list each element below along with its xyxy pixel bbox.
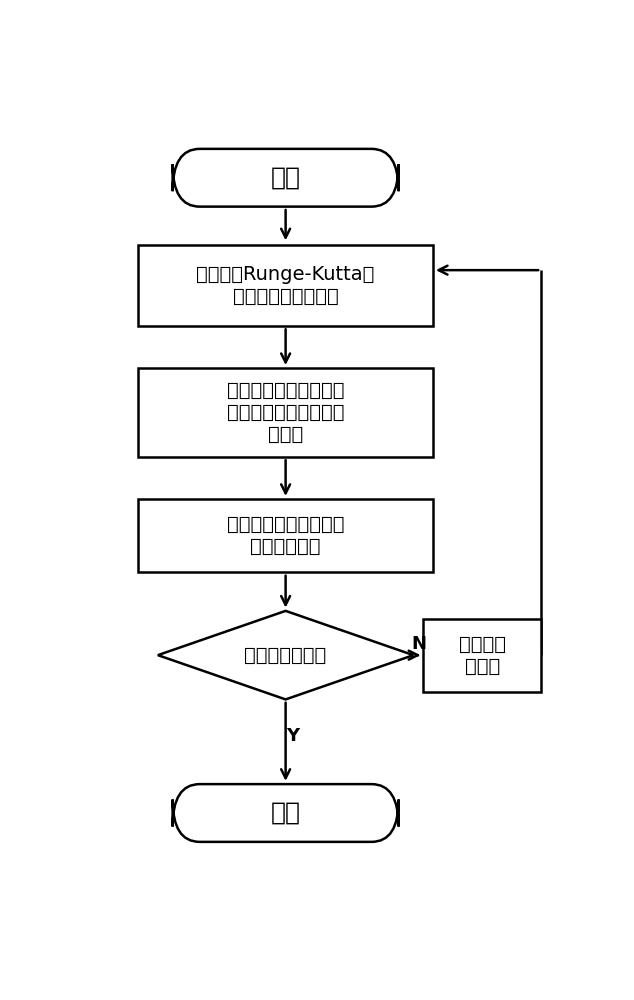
Text: Y: Y bbox=[287, 727, 299, 745]
Bar bbox=[138, 245, 433, 326]
Polygon shape bbox=[158, 611, 413, 699]
Text: 完成曲线插补？: 完成曲线插补？ bbox=[245, 646, 327, 665]
Text: 根据参数增量确定下一
插补点参数值: 根据参数增量确定下一 插补点参数值 bbox=[227, 515, 344, 556]
Bar bbox=[138, 499, 433, 572]
FancyBboxPatch shape bbox=[172, 149, 399, 207]
Text: 继续下一
插补点: 继续下一 插补点 bbox=[458, 635, 506, 676]
Bar bbox=[424, 619, 541, 692]
FancyBboxPatch shape bbox=[172, 784, 399, 842]
Text: 开始: 开始 bbox=[271, 166, 301, 190]
Text: N: N bbox=[411, 635, 427, 653]
Text: 基于二阶Runge-Kutta法
计算参数增量预估值: 基于二阶Runge-Kutta法 计算参数增量预估值 bbox=[197, 265, 375, 306]
Text: 利用曲率圆近似计算补
偿弧长并计算参数增量
补偿值: 利用曲率圆近似计算补 偿弧长并计算参数增量 补偿值 bbox=[227, 381, 344, 444]
Bar bbox=[138, 368, 433, 457]
Text: 结束: 结束 bbox=[271, 801, 301, 825]
